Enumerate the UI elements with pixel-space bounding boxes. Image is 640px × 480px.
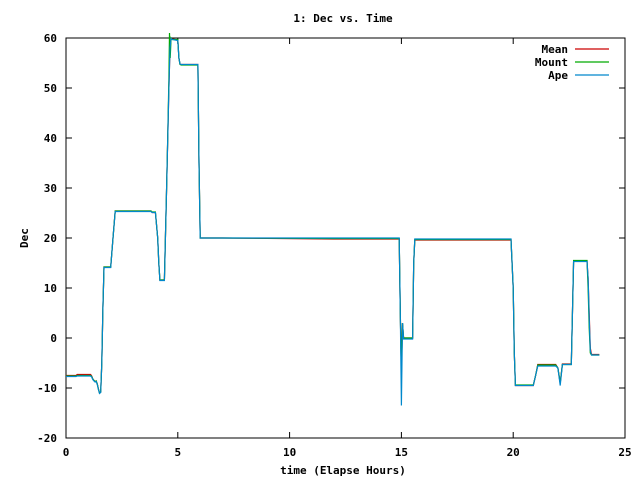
chart-title: 1: Dec vs. Time	[293, 12, 393, 25]
plot-area: -20 -10 0 10 20 30 40 50 60 0 5 10 15 20 25	[37, 32, 632, 459]
legend-label-mount: Mount	[535, 56, 568, 69]
y-tick-label: 30	[44, 182, 57, 195]
x-tick-label: 10	[283, 446, 296, 459]
legend-label-ape: Ape	[548, 69, 568, 82]
x-tick-label: 15	[395, 446, 408, 459]
y-tick-label: -20	[37, 432, 57, 445]
legend-label-mean: Mean	[542, 43, 569, 56]
series-line-mean	[66, 36, 600, 395]
y-axis-label: Dec	[18, 228, 31, 248]
y-tick-label: 0	[50, 332, 57, 345]
x-tick-label: 5	[174, 446, 181, 459]
y-tick-label: 10	[44, 282, 57, 295]
y-tick-label: 50	[44, 82, 57, 95]
y-tick-label: 20	[44, 232, 57, 245]
x-axis-label: time (Elapse Hours)	[280, 464, 406, 477]
x-tick-label: 20	[507, 446, 520, 459]
series-line-mount	[66, 32, 600, 395]
y-tick-label: 40	[44, 132, 57, 145]
y-tick-label: 60	[44, 32, 57, 45]
x-tick-label: 25	[618, 446, 631, 459]
series-line-ape	[66, 37, 600, 406]
y-tick-label: -10	[37, 382, 57, 395]
x-tick-label: 0	[63, 446, 70, 459]
